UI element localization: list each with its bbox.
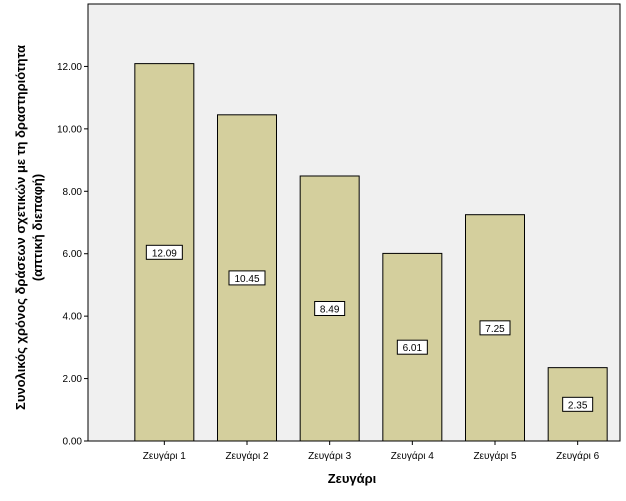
- x-tick-label: Ζευγάρι 6: [556, 450, 600, 462]
- data-label-box: [145, 244, 183, 260]
- y-axis-title: Συνολικός χρόνος δράσεων σχετικών με τη …: [13, 45, 45, 410]
- data-label-box: [396, 339, 428, 355]
- data-label: 2.35: [568, 400, 588, 411]
- data-labels-group: 12.09 10.45 8.49 6.01 7.25 2.35: [145, 244, 594, 412]
- data-label-box: [479, 320, 511, 336]
- y-tick-label: 6.00: [63, 249, 83, 260]
- x-tick-label: Ζευγάρι 5: [473, 450, 517, 462]
- y-axis-title-line1: Συνολικός χρόνος δράσεων σχετικών με τη …: [13, 45, 28, 410]
- y-tick-label: 2.00: [63, 374, 83, 385]
- y-tick-label: 8.00: [63, 187, 83, 198]
- x-tick-label: Ζευγάρι 3: [308, 450, 352, 462]
- data-label: 12.09: [152, 248, 177, 259]
- y-axis: 0.00 2.00 4.00 6.00 8.00 10.00 12.00: [57, 62, 88, 448]
- data-label: 7.25: [485, 324, 505, 335]
- x-tick-label: Ζευγάρι 1: [143, 450, 187, 462]
- data-label-box: [314, 300, 346, 316]
- y-tick-label: 0.00: [63, 437, 83, 448]
- data-label: 10.45: [234, 274, 259, 285]
- y-tick-label: 12.00: [57, 62, 82, 73]
- y-tick-label: 10.00: [57, 124, 82, 135]
- data-label-box: [562, 396, 594, 412]
- data-label: 8.49: [320, 304, 340, 315]
- x-tick-label: Ζευγάρι 2: [225, 450, 269, 462]
- y-axis-title-line2: (απτική διεπαφή): [30, 174, 45, 281]
- x-tick-label: Ζευγάρι 4: [391, 450, 435, 462]
- x-axis-title: Ζευγάρι: [328, 471, 377, 486]
- data-label: 6.01: [403, 343, 423, 354]
- data-label-box: [228, 270, 266, 286]
- y-tick-label: 4.00: [63, 312, 83, 323]
- x-axis: Ζευγάρι 1 Ζευγάρι 2 Ζευγάρι 3 Ζευγάρι 4 Ζευγ…: [143, 441, 600, 462]
